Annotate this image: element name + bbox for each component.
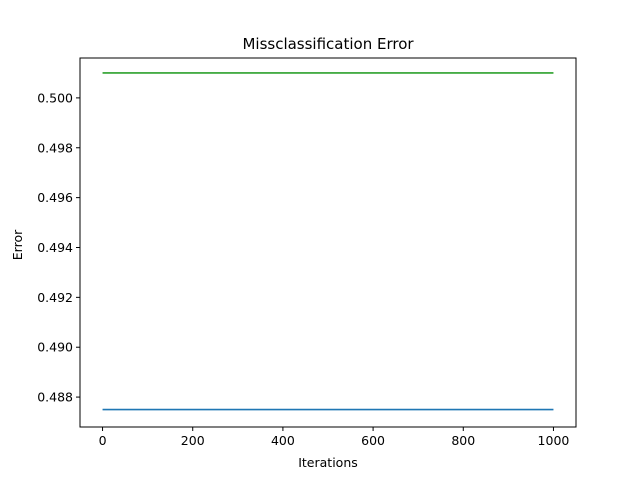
x-axis-label: Iterations: [298, 455, 358, 470]
y-tick-label: 0.488: [37, 390, 73, 405]
y-tick-label: 0.498: [37, 140, 73, 155]
y-tick-label: 0.496: [37, 190, 73, 205]
y-tick-label: 0.494: [37, 240, 73, 255]
x-tick-label: 400: [271, 433, 295, 448]
x-tick-label: 1000: [538, 433, 570, 448]
x-axis: 0 200 400 600 800 1000: [99, 427, 570, 448]
y-axis-label: Error: [10, 229, 25, 260]
y-axis: 0.488 0.490 0.492 0.494 0.496 0.498 0.500: [37, 90, 80, 405]
chart-title: Missclassification Error: [242, 35, 414, 53]
series-layer: [102, 72, 554, 411]
x-tick-label: 200: [181, 433, 205, 448]
y-tick-label: 0.500: [37, 90, 73, 105]
y-tick-label: 0.490: [37, 340, 73, 355]
x-tick-label: 0: [99, 433, 107, 448]
y-tick-label: 0.492: [37, 290, 73, 305]
plot-area: [79, 57, 577, 428]
x-tick-label: 600: [361, 433, 385, 448]
x-tick-label: 800: [451, 433, 475, 448]
